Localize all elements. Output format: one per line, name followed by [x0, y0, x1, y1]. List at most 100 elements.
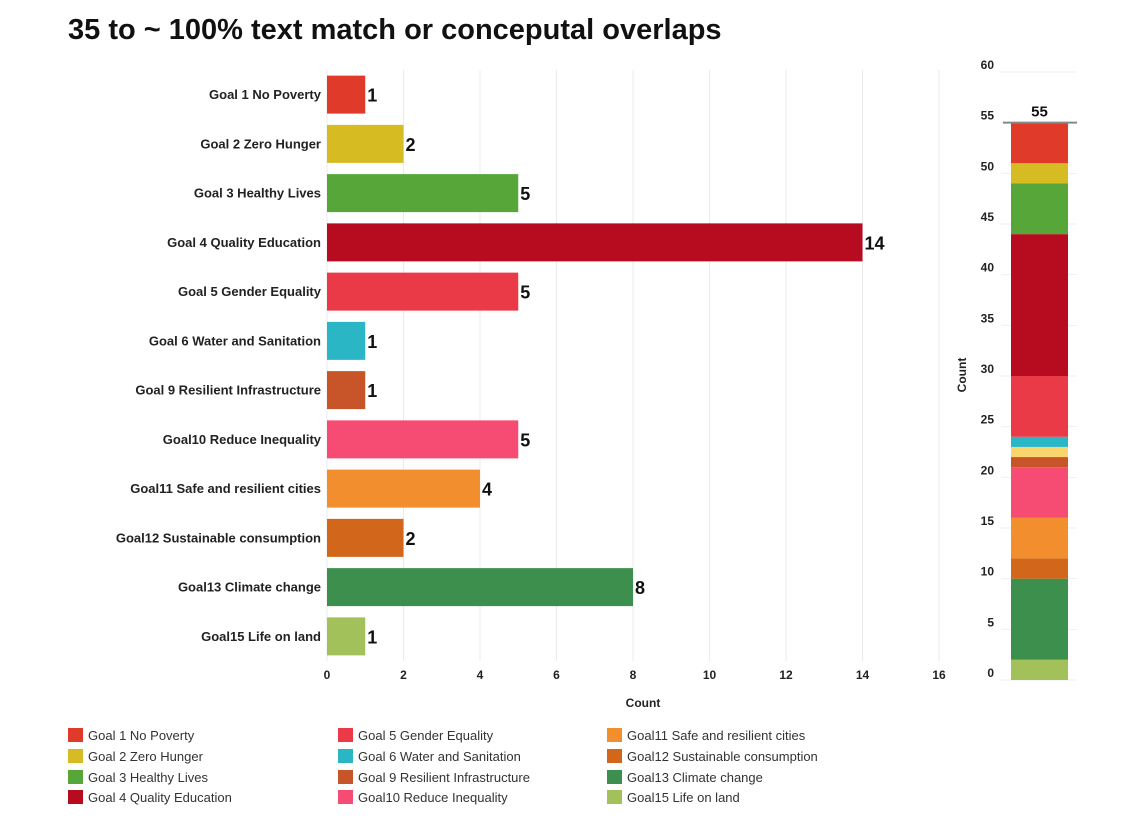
- category-label: Goal 6 Water and Sanitation: [149, 333, 321, 348]
- legend-label: Goal11 Safe and resilient cities: [627, 728, 806, 743]
- stacked-bar-chart: 55: [1003, 104, 1077, 680]
- legend-swatch: [68, 749, 83, 763]
- bar-chart-x-axis: 0 2 4 6 8 10 12 14 16: [324, 668, 946, 682]
- x-tick-label: 14: [856, 668, 870, 682]
- y-tick-label: 10: [981, 565, 995, 579]
- x-tick-label: 10: [703, 668, 717, 682]
- stack-segment: [1011, 183, 1068, 235]
- category-label: Goal 3 Healthy Lives: [194, 186, 321, 201]
- y-tick-label: 30: [981, 362, 995, 376]
- y-tick-label: 0: [987, 666, 994, 680]
- bar-value-label: 4: [482, 480, 492, 500]
- category-label: Goal15 Life on land: [201, 629, 321, 644]
- bar: [327, 75, 366, 114]
- stacked-chart-y-axis: 0 5 10 15 20 25 30 35 40 45 50 55 60: [981, 58, 995, 680]
- x-tick-label: 0: [324, 668, 331, 682]
- bar: [327, 174, 519, 213]
- category-label: Goal12 Sustainable consumption: [116, 530, 321, 545]
- legend-swatch: [68, 770, 83, 784]
- bar-value-label: 1: [367, 332, 377, 352]
- bar-value-label: 2: [406, 529, 416, 549]
- legend-swatch: [68, 728, 83, 742]
- legend-label: Goal 1 No Poverty: [88, 728, 195, 743]
- legend-swatch: [607, 749, 622, 763]
- category-label: Goal 1 No Poverty: [209, 87, 322, 102]
- bar-chart-gridlines: [326, 70, 940, 661]
- legend-swatch: [607, 770, 622, 784]
- x-tick-label: 2: [400, 668, 407, 682]
- legend-label: Goal 4 Quality Education: [88, 790, 232, 805]
- legend: Goal 1 No Poverty Goal 2 Zero Hunger Goal …: [68, 728, 818, 805]
- bar-value-label: 5: [520, 430, 530, 450]
- bar-value-label: 1: [367, 381, 377, 401]
- legend-label: Goal 6 Water and Sanitation: [358, 749, 521, 764]
- y-tick-label: 45: [981, 210, 995, 224]
- bar: [327, 321, 366, 360]
- stack-segment: [1011, 234, 1068, 376]
- x-tick-label: 16: [932, 668, 946, 682]
- y-tick-label: 60: [981, 58, 995, 72]
- y-tick-label: 40: [981, 261, 995, 275]
- legend-label: Goal10 Reduce Inequality: [358, 790, 508, 805]
- bar-value-label: 5: [520, 283, 530, 303]
- stack-segment: [1011, 446, 1068, 458]
- category-label: Goal 2 Zero Hunger: [200, 136, 321, 151]
- legend-label: Goal13 Climate change: [627, 770, 763, 785]
- legend-label: Goal 2 Zero Hunger: [88, 749, 204, 764]
- legend-swatch: [338, 749, 353, 763]
- x-axis-title: Count: [626, 696, 661, 710]
- legend-swatch: [607, 790, 622, 804]
- bar: [327, 420, 519, 459]
- bar: [327, 371, 366, 410]
- bar-value-label: 5: [520, 184, 530, 204]
- bar: [327, 469, 480, 508]
- y-tick-label: 15: [981, 514, 995, 528]
- horizontal-bar-chart: Goal 1 No Poverty 1 Goal 2 Zero Hunger 2 Goa…: [116, 75, 885, 656]
- stack-segment: [1011, 376, 1068, 437]
- legend-label: Goal 3 Healthy Lives: [88, 770, 208, 785]
- stack-segment: [1011, 163, 1068, 184]
- stack-segment: [1011, 436, 1068, 447]
- y-tick-label: 20: [981, 463, 995, 477]
- stack-segment: [1011, 457, 1068, 468]
- category-label: Goal 9 Resilient Infrastructure: [135, 383, 321, 398]
- stack-segment: [1011, 122, 1068, 164]
- bar: [327, 124, 404, 163]
- legend-label: Goal15 Life on land: [627, 790, 740, 805]
- legend-label: Goal 5 Gender Equality: [358, 728, 494, 743]
- y-tick-label: 35: [981, 311, 995, 325]
- x-tick-label: 6: [553, 668, 560, 682]
- legend-label: Goal12 Sustainable consumption: [627, 749, 818, 764]
- bar-value-label: 1: [367, 86, 377, 106]
- legend-label: Goal 9 Resilient Infrastructure: [358, 770, 530, 785]
- bar-value-label: 14: [865, 233, 885, 253]
- stack-segment: [1011, 467, 1068, 518]
- bar-value-label: 8: [635, 578, 645, 598]
- y-axis-title: Count: [955, 358, 969, 393]
- x-tick-label: 4: [477, 668, 484, 682]
- stack-segment: [1011, 517, 1068, 559]
- bar-value-label: 2: [406, 135, 416, 155]
- bar: [327, 617, 366, 656]
- bar-value-label: 1: [367, 627, 377, 647]
- chart-title: 35 to ~ 100% text match or conceputal ov…: [68, 14, 722, 46]
- bar: [327, 568, 633, 607]
- category-label: Goal 5 Gender Equality: [178, 284, 322, 299]
- category-label: Goal11 Safe and resilient cities: [130, 481, 321, 496]
- bar: [327, 518, 404, 557]
- y-tick-label: 55: [981, 109, 995, 123]
- legend-swatch: [338, 728, 353, 742]
- legend-swatch: [607, 728, 622, 742]
- legend-swatch: [338, 790, 353, 804]
- category-label: Goal 4 Quality Education: [167, 235, 321, 250]
- stack-segment: [1011, 578, 1068, 660]
- y-tick-label: 50: [981, 159, 995, 173]
- legend-swatch: [68, 790, 83, 804]
- x-tick-label: 12: [779, 668, 793, 682]
- total-label: 55: [1031, 104, 1048, 121]
- y-tick-label: 25: [981, 413, 995, 427]
- stack-segment: [1011, 558, 1068, 579]
- y-tick-label: 5: [987, 615, 994, 629]
- bar: [327, 272, 519, 311]
